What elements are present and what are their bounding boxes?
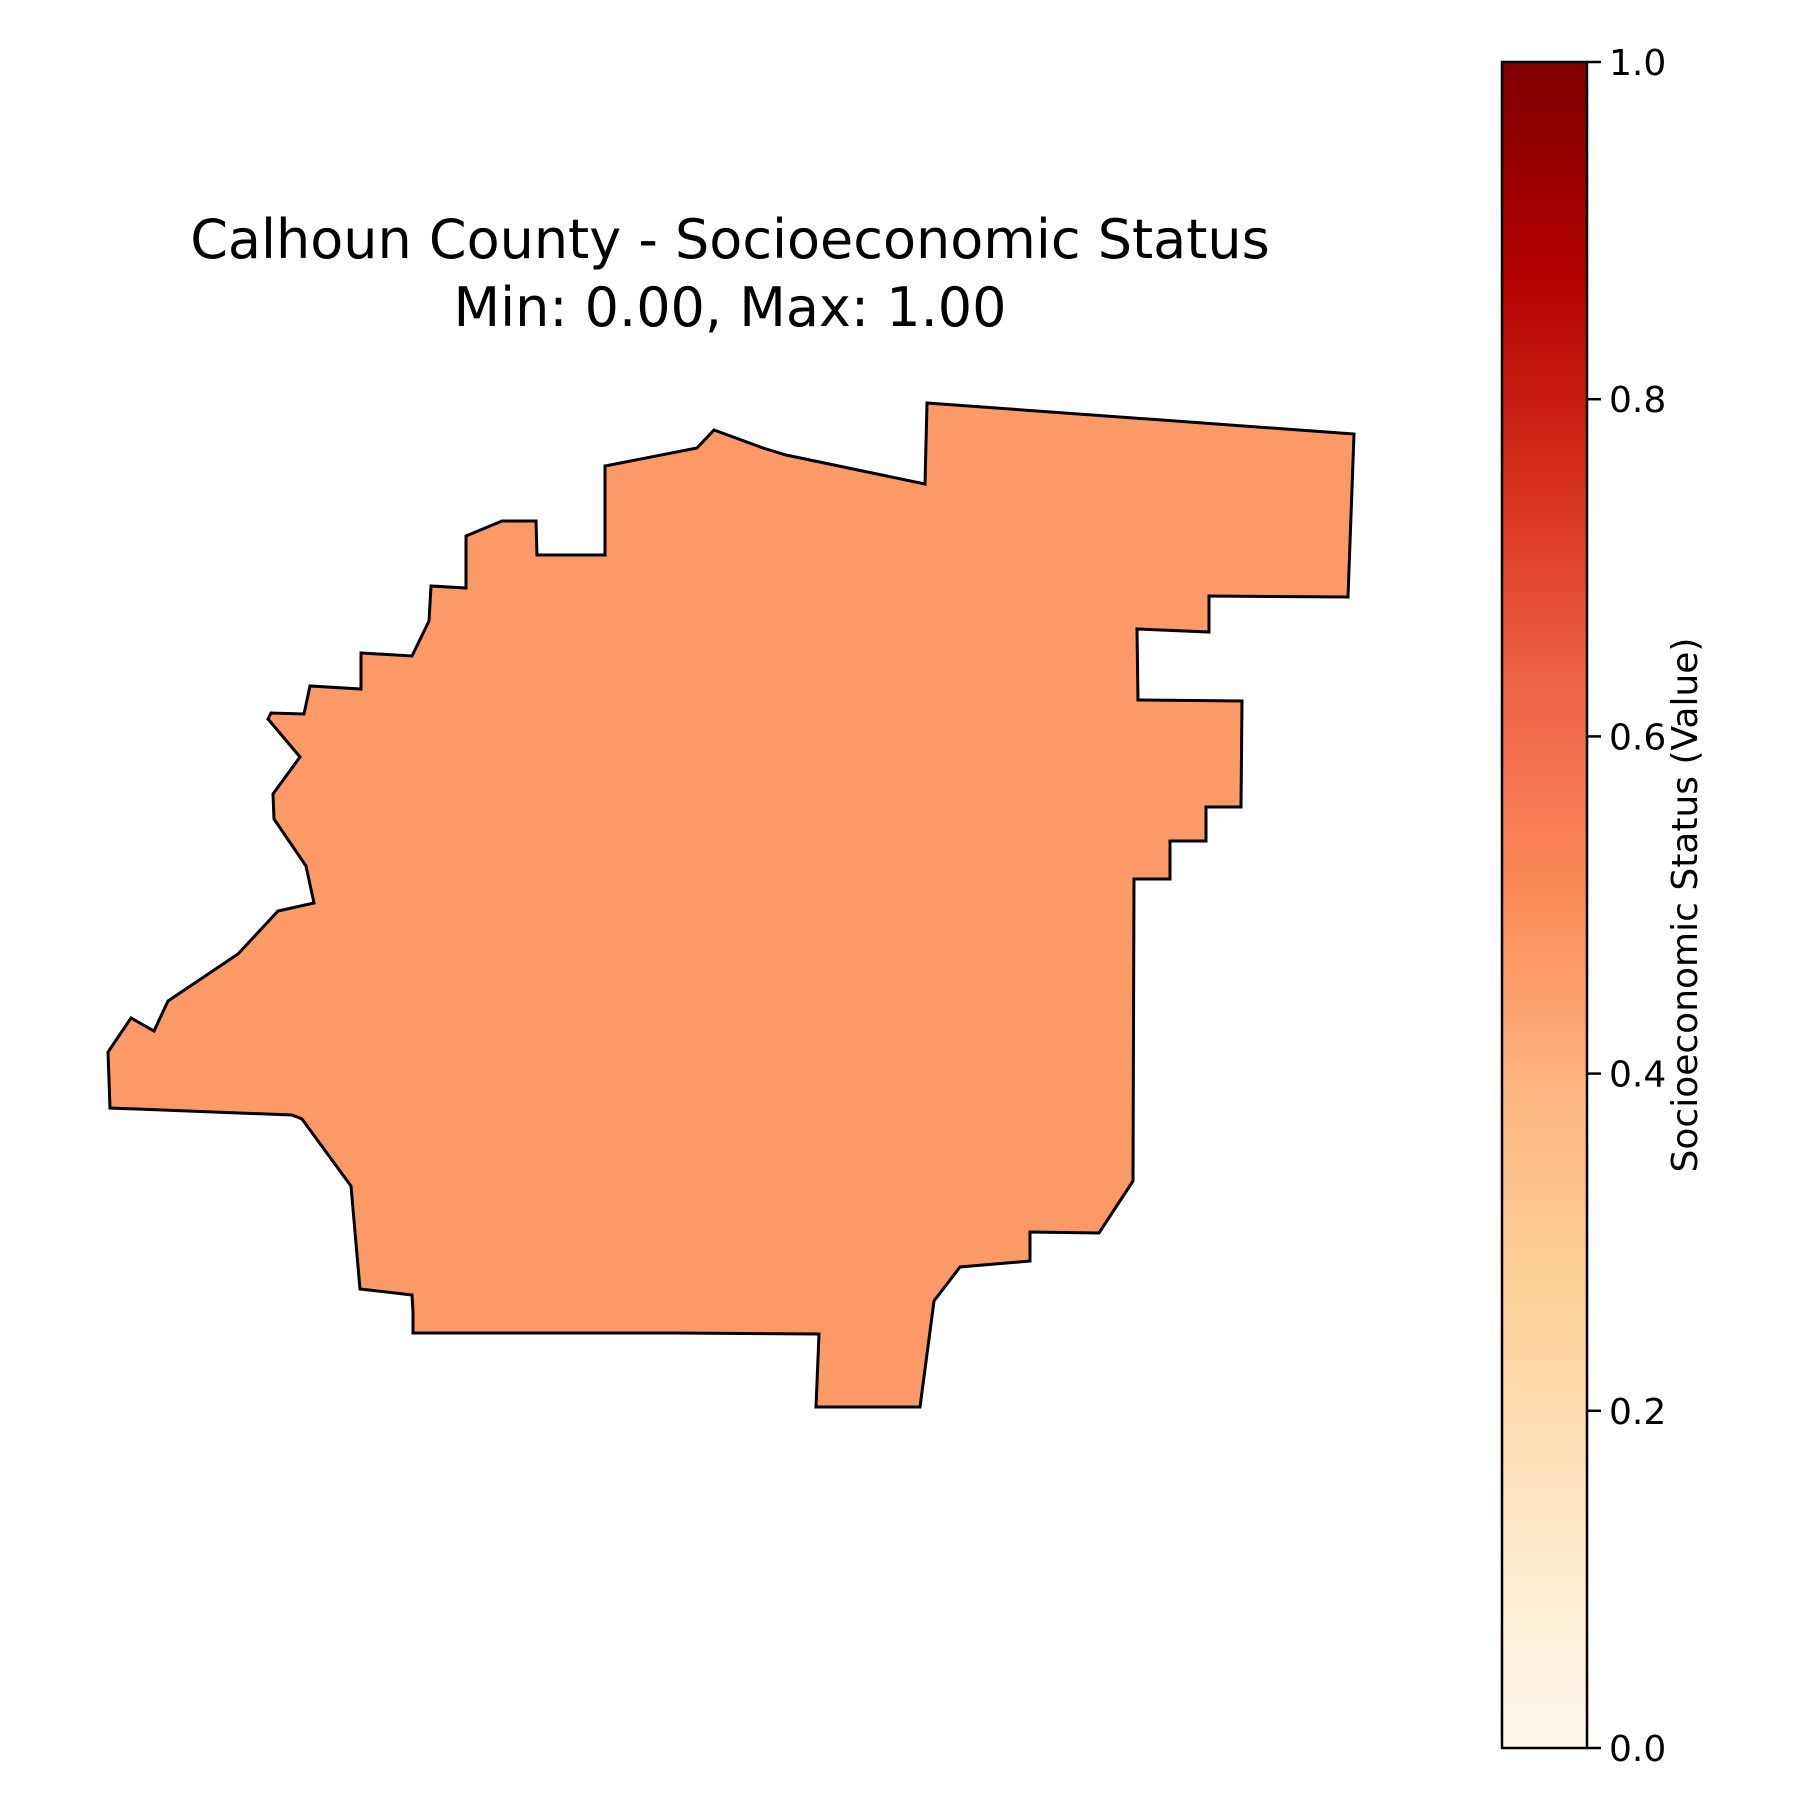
colorbar-tick-label: 0.2 [1609, 1392, 1666, 1433]
colorbar-tick-label: 1.0 [1609, 43, 1666, 84]
colorbar-label: Socioeconomic Status (Value) [1665, 638, 1706, 1173]
colorbar-gradient [1500, 60, 1589, 1750]
colorbar-tick-label: 0.6 [1609, 717, 1666, 758]
colorbar-tick-label: 0.4 [1609, 1055, 1666, 1096]
county-region-polygon[interactable] [106, 401, 1356, 1409]
map-title-line2: Min: 0.00, Max: 1.00 [454, 276, 1007, 339]
map-title-line1: Calhoun County - Socioeconomic Status [190, 208, 1270, 271]
colorbar-ticks: 0.0 0.2 0.4 0.6 0.8 1.0 [1587, 43, 1666, 1770]
colorbar-tick-label: 0.0 [1609, 1729, 1666, 1770]
colorbar-tick-label: 0.8 [1609, 380, 1666, 421]
